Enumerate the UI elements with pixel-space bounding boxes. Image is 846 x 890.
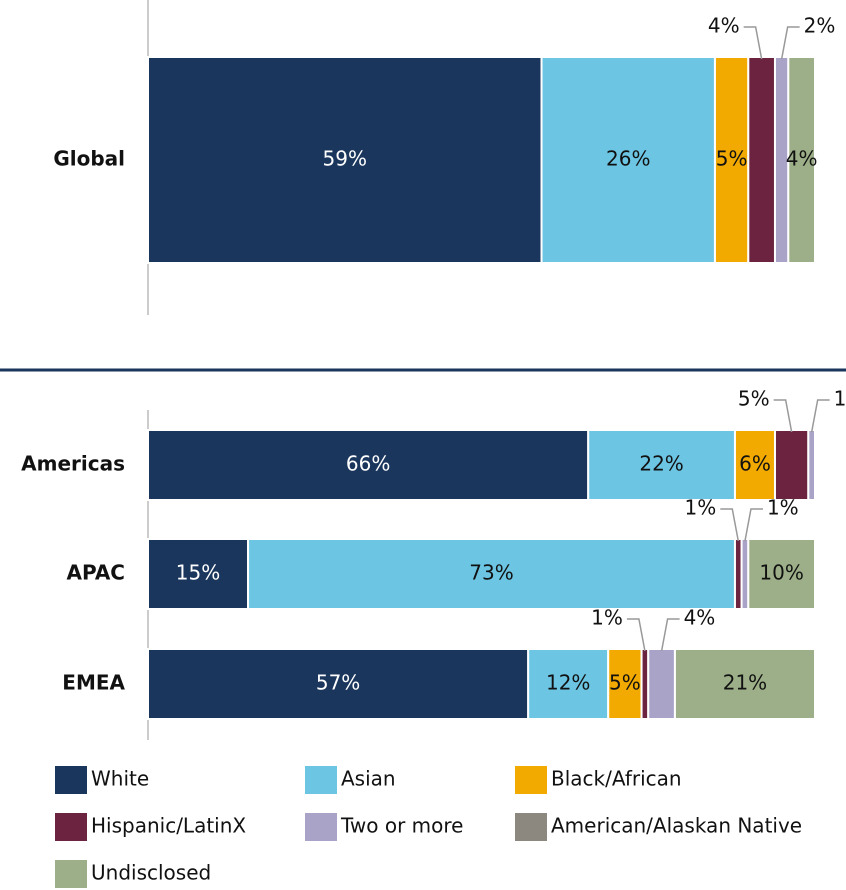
- leader-line: [660, 618, 680, 652]
- bar-segment: [607, 648, 643, 720]
- value-label: 1%: [591, 606, 623, 630]
- leader-line: [780, 26, 800, 60]
- legend-swatch: [55, 813, 87, 841]
- legend-label: Black/African: [551, 767, 682, 791]
- value-label: 21%: [723, 671, 767, 695]
- legend-label: Hispanic/LatinX: [91, 814, 246, 838]
- bar-segment: [587, 429, 736, 501]
- legend-swatch: [305, 813, 337, 841]
- bar-segment: [147, 429, 590, 501]
- legend-swatch: [515, 813, 547, 841]
- value-label: 6%: [739, 452, 771, 476]
- bar-segment: [540, 56, 716, 264]
- value-label: 1%: [767, 496, 799, 520]
- value-label: 15%: [176, 561, 220, 585]
- value-label: 5%: [716, 147, 748, 171]
- bar-segment: [640, 648, 650, 720]
- leader-line: [744, 508, 763, 542]
- bar-segment: [807, 429, 817, 501]
- value-label: 57%: [316, 671, 360, 695]
- leader-line: [773, 399, 793, 433]
- bar-segment: [527, 648, 610, 720]
- value-label: 4%: [684, 606, 716, 630]
- value-label: 4%: [786, 147, 818, 171]
- value-label: 66%: [346, 452, 390, 476]
- value-label: 5%: [609, 671, 641, 695]
- category-label: APAC: [67, 561, 125, 585]
- legend-label: Two or more: [340, 814, 463, 838]
- bar-segment: [147, 648, 530, 720]
- leader-line: [810, 399, 830, 433]
- legend-label: Undisclosed: [91, 861, 211, 885]
- bar-segment: [787, 56, 817, 264]
- value-label: 4%: [708, 14, 740, 38]
- value-label: 10%: [759, 561, 803, 585]
- legend-label: American/Alaskan Native: [551, 814, 802, 838]
- bar-segment: [647, 648, 676, 720]
- bar-segment: [713, 56, 750, 264]
- legend-label: Asian: [341, 767, 396, 791]
- value-label: 59%: [323, 147, 367, 171]
- bar-segment: [773, 429, 810, 501]
- bar-segment: [747, 56, 776, 264]
- leader-line: [743, 26, 763, 60]
- legend-swatch: [55, 766, 87, 794]
- category-label: Americas: [21, 452, 125, 476]
- value-label: 26%: [606, 147, 650, 171]
- value-label: 12%: [546, 671, 590, 695]
- value-label: 2%: [804, 14, 836, 38]
- bar-segment: [733, 538, 743, 610]
- bar-segment: [740, 538, 750, 610]
- bar-segment: [673, 648, 816, 720]
- legend-swatch: [305, 766, 337, 794]
- bar-segment: [747, 538, 816, 610]
- leader-line: [626, 618, 646, 652]
- leader-line: [720, 508, 740, 542]
- legend-swatch: [515, 766, 547, 794]
- category-label: Global: [53, 147, 125, 171]
- category-label: EMEA: [62, 671, 125, 695]
- bar-segment: [147, 538, 250, 610]
- value-label: 73%: [469, 561, 513, 585]
- value-label: 5%: [738, 387, 770, 411]
- bar-segment: [733, 429, 776, 501]
- bar-segment: [147, 56, 543, 264]
- bar-segment: [247, 538, 736, 610]
- value-label: 1%: [685, 496, 717, 520]
- value-label: 1%: [834, 387, 846, 411]
- legend-swatch: [55, 860, 87, 888]
- legend-label: White: [91, 767, 149, 791]
- value-label: 22%: [639, 452, 683, 476]
